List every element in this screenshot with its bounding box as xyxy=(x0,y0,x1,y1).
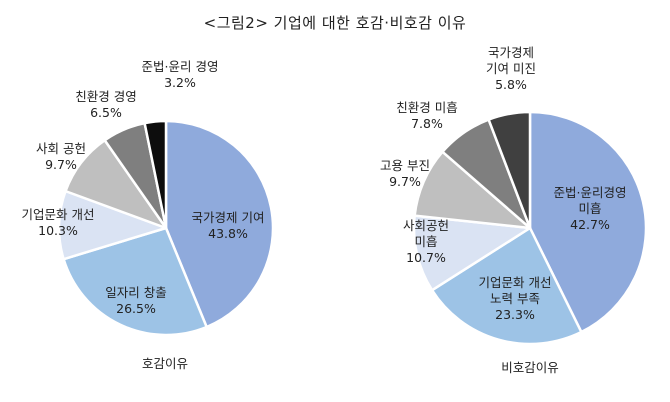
pie2-slice-3-label: 사회공헌 미흡 10.7% xyxy=(403,218,449,265)
figure-title: <그림2> 기업에 대한 호감·비호감 이유 xyxy=(203,14,467,32)
pie2-slice-6-label: 국가경제 기여 미진 5.8% xyxy=(486,45,536,92)
pie1-slice-1 xyxy=(164,119,275,329)
pie1-caption: 호감이유 xyxy=(142,356,188,371)
pie1-slice-3 xyxy=(57,189,168,261)
pie2-slice-1 xyxy=(528,110,648,334)
pie2-slice-6 xyxy=(487,110,532,230)
pie2-slice-2-label: 기업문화 개선 노력 부족 23.3% xyxy=(479,275,552,322)
pie2-slice-5-label: 친환경 미흡 7.8% xyxy=(396,100,457,131)
pie1-slice-2-label: 일자리 창출 26.5% xyxy=(105,285,166,316)
pie1-slice-6 xyxy=(143,119,168,230)
pie1-slice-5-label: 친환경 경영 6.5% xyxy=(75,89,136,120)
pie2-slice-2 xyxy=(430,226,583,346)
pie1-slice-1-label: 국가경제 기여 43.8% xyxy=(192,210,265,241)
pie1-slice-3-label: 기업문화 개선 10.3% xyxy=(22,207,95,238)
pie2-slice-4-label: 고용 부진 9.7% xyxy=(380,158,430,189)
pie1-slice-4-label: 사회 공헌 9.7% xyxy=(36,141,86,172)
pie2-slice-1-label: 준법·윤리경영 미흡 42.7% xyxy=(554,185,627,232)
pie1-slice-2 xyxy=(62,226,208,337)
pie2-caption: 비호감이유 xyxy=(501,360,559,375)
pie2-slice-3 xyxy=(412,214,532,292)
pie1-slice-6-label: 준법·윤리 경영 3.2% xyxy=(142,59,219,90)
